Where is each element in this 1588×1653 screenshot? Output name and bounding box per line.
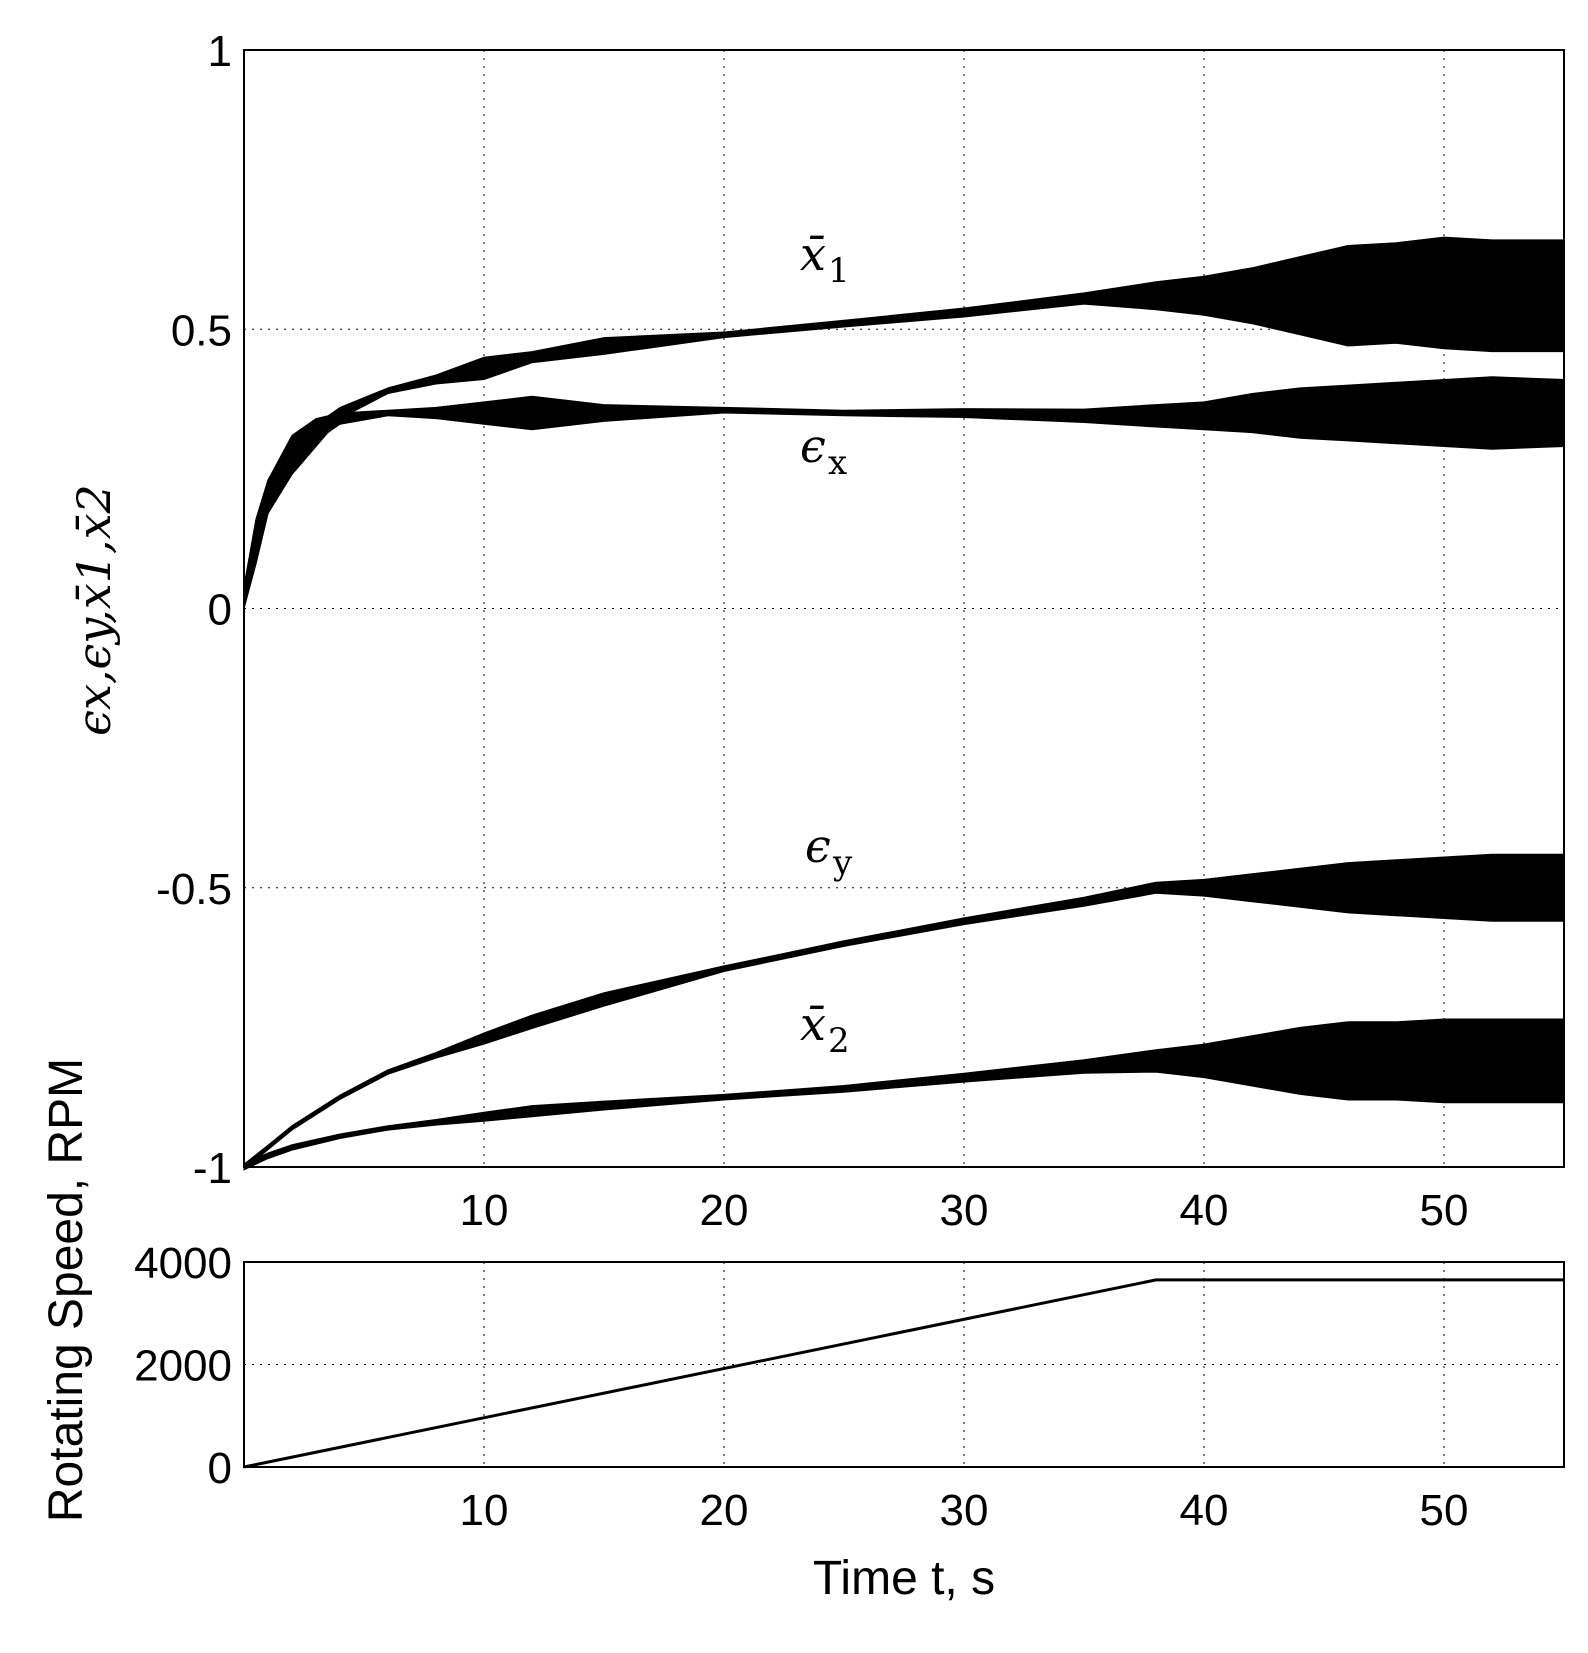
top-y-axis-label: ϵx,ϵy,x̄1,x̄2 — [67, 484, 121, 736]
top-y-tick-labels: -1 -0.5 0 0.5 1 — [156, 27, 232, 1193]
series-label-subscript: x — [828, 443, 847, 483]
series-label-subscript: 1 — [828, 251, 850, 291]
bottom-y-tick-label: 4000 — [134, 1239, 232, 1288]
bottom-y-tick-label: 0 — [208, 1444, 232, 1493]
bottom-axes-frame — [243, 1261, 1565, 1468]
series-labels: x̄ 1ϵ xϵ yx̄ 2 — [800, 227, 853, 1061]
label-x2-bar: x̄ 2 — [800, 997, 850, 1061]
bottom-y-tick-label: 2000 — [134, 1342, 232, 1391]
series-label-base: x̄ — [800, 227, 826, 281]
top-y-tick-label: 0 — [208, 586, 232, 635]
top-y-tick-label: 0.5 — [171, 306, 232, 355]
bottom-y-axis-label: Rotating Speed, RPM — [40, 1058, 93, 1522]
rotating-speed-line — [243, 1278, 1564, 1469]
bottom-plot: 0 2000 4000 10 20 30 40 50 Time t, s Rotating … — [40, 1058, 1565, 1605]
top-x-tick-label: 50 — [1420, 1186, 1469, 1235]
series-label-base: ϵ — [805, 819, 831, 873]
bottom-x-tick-label: 50 — [1420, 1486, 1469, 1535]
top-axes-frame — [243, 49, 1565, 1168]
label-x1-bar: x̄ 1 — [800, 227, 850, 291]
top-x-tick-label: 40 — [1180, 1186, 1229, 1235]
bottom-x-tick-label: 40 — [1180, 1486, 1229, 1535]
bottom-x-tick-label: 30 — [940, 1486, 989, 1535]
top-y-tick-label: -0.5 — [156, 865, 232, 914]
bottom-x-axis-label: Time t, s — [813, 1552, 995, 1605]
series-label-base: ϵ — [800, 419, 826, 473]
top-y-tick-label: 1 — [208, 27, 232, 76]
series-label-subscript: y — [832, 843, 853, 883]
series-label-subscript: 2 — [828, 1021, 850, 1061]
bottom-x-tick-label: 10 — [460, 1486, 509, 1535]
top-x-tick-label: 30 — [940, 1186, 989, 1235]
top-x-tick-label: 20 — [700, 1186, 749, 1235]
top-y-tick-label: -1 — [193, 1144, 232, 1193]
bottom-x-tick-labels: 10 20 30 40 50 — [460, 1486, 1469, 1535]
series-label-base: x̄ — [800, 997, 826, 1051]
bottom-y-tick-labels: 0 2000 4000 — [134, 1239, 232, 1493]
bottom-x-tick-label: 20 — [700, 1486, 749, 1535]
top-x-tick-labels: 10 20 30 40 50 — [460, 1186, 1469, 1235]
top-x-tick-label: 10 — [460, 1186, 509, 1235]
